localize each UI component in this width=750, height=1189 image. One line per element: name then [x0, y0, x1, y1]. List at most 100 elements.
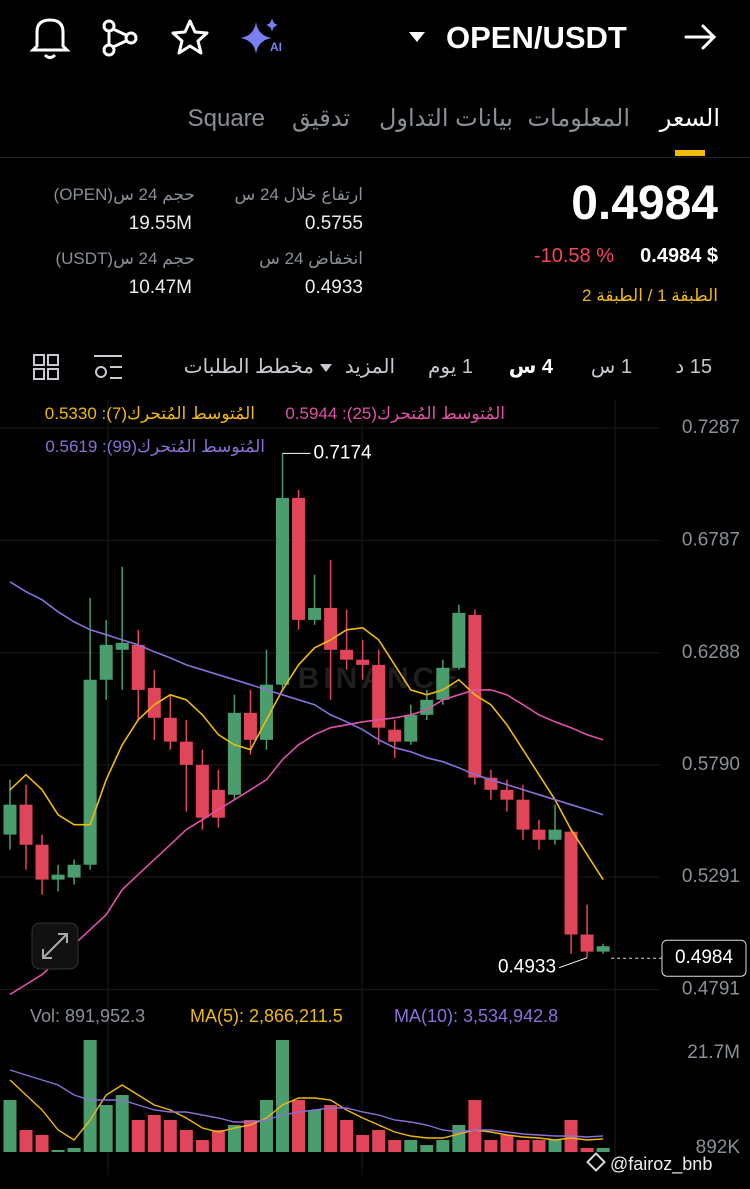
- candle-body: [227, 712, 241, 795]
- volume-bar: [388, 1140, 402, 1152]
- candle-body: [564, 831, 578, 935]
- volume-bar: [484, 1140, 498, 1152]
- ma-legend: المُتوسط المُتحرك(25): 0.5944: [285, 404, 505, 423]
- candle-body: [372, 664, 386, 728]
- candle-body: [163, 717, 177, 742]
- y-tick-label: 0.6787: [682, 529, 740, 550]
- volume-bar: [243, 1120, 257, 1152]
- volume-bar: [115, 1095, 129, 1152]
- candle-body: [388, 729, 402, 742]
- candle-body: [436, 667, 450, 700]
- timeframe[interactable]: 1 س: [590, 356, 632, 378]
- candle-body: [19, 804, 33, 845]
- volume-bar: [195, 1140, 209, 1152]
- timeframe[interactable]: 4 س: [508, 356, 553, 378]
- expand-button[interactable]: [31, 922, 79, 970]
- tab[interactable]: بيانات التداول: [378, 105, 513, 132]
- candle-body: [308, 607, 322, 620]
- volume-ma-line: [9, 1069, 604, 1138]
- volume-bar: [99, 1105, 113, 1152]
- volume-bar: [548, 1140, 562, 1152]
- ma-legend: المُتوسط المُتحرك(7): 0.5330: [44, 404, 255, 423]
- moving-average-line: [9, 626, 604, 881]
- active-tab-indicator: [675, 150, 705, 156]
- moving-average-line: [9, 689, 604, 996]
- volume-bar: [324, 1105, 338, 1152]
- current-price-box: [661, 939, 747, 977]
- bell-icon[interactable]: [29, 18, 71, 59]
- stat-value: 19.55M: [128, 213, 192, 234]
- candle-body: [548, 829, 562, 840]
- candle-body: [500, 789, 514, 800]
- stat-label: حجم 24 س(OPEN): [53, 185, 195, 204]
- tab[interactable]: Square: [187, 105, 265, 132]
- candle-body: [131, 644, 145, 690]
- ai-icon[interactable]: AI: [240, 18, 282, 54]
- watermark-logo: [586, 1152, 606, 1172]
- candle-body: [532, 829, 546, 840]
- indicator-settings-icon[interactable]: [94, 355, 122, 379]
- y-tick-label: 892K: [696, 1137, 741, 1158]
- price-change: -10.58 %: [533, 245, 614, 267]
- candle-body: [99, 644, 113, 680]
- usd-price: 0.4984 $: [640, 245, 718, 267]
- candle-body: [580, 934, 594, 952]
- volume-bar: [3, 1099, 17, 1152]
- candle-body: [340, 649, 354, 660]
- volume-bar: [35, 1134, 49, 1152]
- timeframe[interactable]: مخطط الطلبات: [183, 356, 314, 378]
- high-label: 0.7174: [314, 442, 373, 463]
- volume-bar: [436, 1140, 450, 1152]
- candle-body: [324, 607, 338, 650]
- stat-value: 10.47M: [128, 277, 192, 298]
- volume-ma-legend: MA(5): 2,866,211.5: [190, 1006, 343, 1026]
- volume-bar: [51, 1149, 65, 1152]
- volume-bar: [468, 1099, 482, 1152]
- pair-title[interactable]: OPEN/USDT: [446, 20, 627, 55]
- candle-body: [147, 687, 161, 718]
- watermark: @fairoz_bnb: [610, 1154, 713, 1174]
- candle-body: [115, 642, 129, 650]
- moving-average-line: [9, 581, 604, 816]
- tab[interactable]: السعر: [659, 105, 720, 132]
- volume-bar: [211, 1130, 225, 1152]
- timeframe[interactable]: 15 د: [675, 356, 712, 378]
- volume-bar: [356, 1134, 370, 1152]
- volume-bar: [227, 1124, 241, 1152]
- tab[interactable]: المعلومات: [527, 105, 630, 132]
- volume-bar: [67, 1147, 81, 1152]
- volume-bar: [340, 1120, 354, 1152]
- volume-bar: [19, 1130, 33, 1152]
- tier-label[interactable]: الطبقة 1 / الطبقة 2: [582, 286, 718, 305]
- y-tick-label: 0.5291: [682, 866, 740, 887]
- stat-label: ارتفاع خلال 24 س: [234, 185, 363, 204]
- timeframe[interactable]: المزيد: [344, 356, 395, 378]
- candle-body: [211, 789, 225, 818]
- candle-body: [404, 714, 418, 742]
- volume-bar: [516, 1140, 530, 1152]
- favorite-icon[interactable]: [171, 19, 209, 55]
- candle-body: [3, 804, 17, 835]
- volume-bar: [179, 1130, 193, 1152]
- pair-dropdown-arrow[interactable]: [409, 32, 425, 42]
- depth-dropdown-arrow[interactable]: [320, 364, 332, 372]
- candle-body: [83, 679, 97, 865]
- y-tick-label: 0.6288: [682, 642, 740, 663]
- tab[interactable]: تدقيق: [291, 105, 350, 132]
- low-marker: [558, 957, 588, 969]
- timeframe[interactable]: 1 يوم: [428, 356, 473, 378]
- volume-bar: [532, 1140, 546, 1152]
- layout-icon[interactable]: [33, 354, 59, 380]
- volume-bar: [580, 1147, 594, 1152]
- volume-bar: [452, 1124, 466, 1152]
- candle-body: [596, 946, 610, 952]
- volume-bar: [276, 1039, 290, 1152]
- y-tick-label: 0.7287: [682, 417, 740, 438]
- candle-body: [276, 497, 290, 685]
- next-arrow[interactable]: [684, 24, 717, 50]
- share-icon[interactable]: [102, 19, 138, 57]
- candle-body: [243, 712, 257, 740]
- volume-bar: [83, 1039, 97, 1152]
- stat-label: حجم 24 س(USDT): [55, 249, 195, 268]
